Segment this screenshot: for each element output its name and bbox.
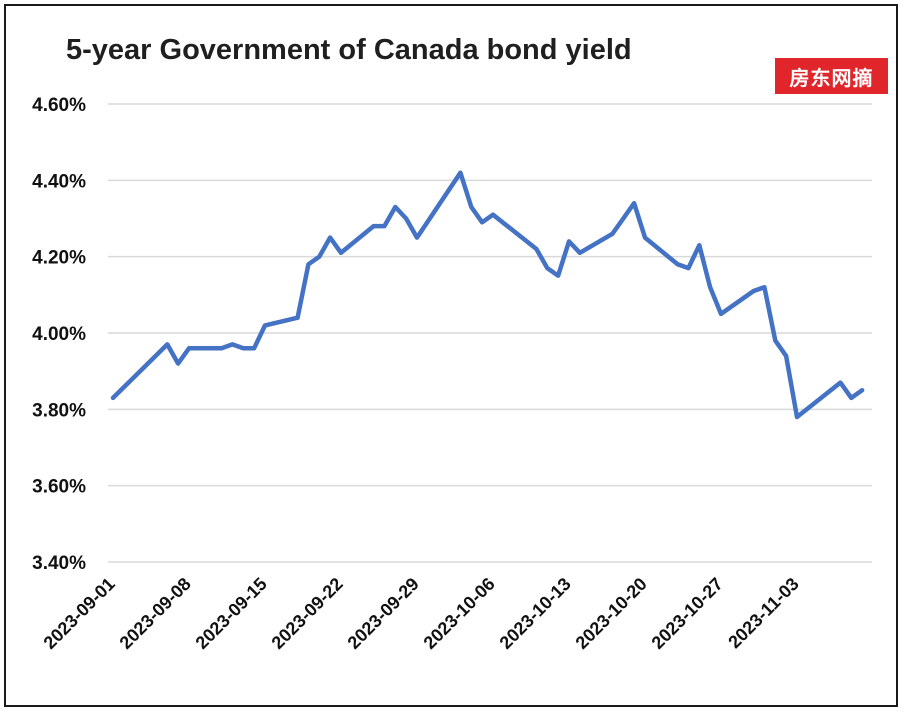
y-tick-label: 3.40% (32, 553, 86, 574)
x-tick-label: 2023-09-22 (268, 574, 347, 653)
x-tick-label: 2023-09-29 (344, 574, 423, 653)
x-axis-ticks: 2023-09-012023-09-082023-09-152023-09-22… (40, 574, 803, 653)
x-tick-label: 2023-10-06 (420, 574, 499, 653)
x-tick-label: 2023-10-20 (572, 574, 651, 653)
y-tick-label: 4.40% (32, 171, 86, 192)
x-tick-label: 2023-10-27 (648, 574, 727, 653)
chart-title: 5-year Government of Canada bond yield (66, 34, 632, 66)
y-tick-label: 4.20% (32, 248, 86, 269)
series-layer (110, 170, 865, 420)
watermark-badge: 房东网摘 (775, 58, 888, 94)
y-axis-ticks: 3.40% 3.60% 3.80% 4.00% 4.20% 4.40% 4.60% (32, 95, 86, 574)
x-tick-label: 2023-11-03 (724, 574, 803, 653)
x-tick-label: 2023-09-01 (40, 574, 119, 653)
y-tick-label: 3.80% (32, 400, 86, 421)
gridlines (108, 103, 872, 563)
series-line (110, 170, 865, 420)
y-tick-label: 4.60% (32, 95, 86, 116)
x-tick-label: 2023-10-13 (496, 574, 575, 653)
x-tick-label: 2023-09-08 (116, 574, 195, 653)
y-tick-label: 4.00% (32, 324, 86, 345)
y-tick-label: 3.60% (32, 477, 86, 498)
x-tick-label: 2023-09-15 (192, 574, 271, 653)
